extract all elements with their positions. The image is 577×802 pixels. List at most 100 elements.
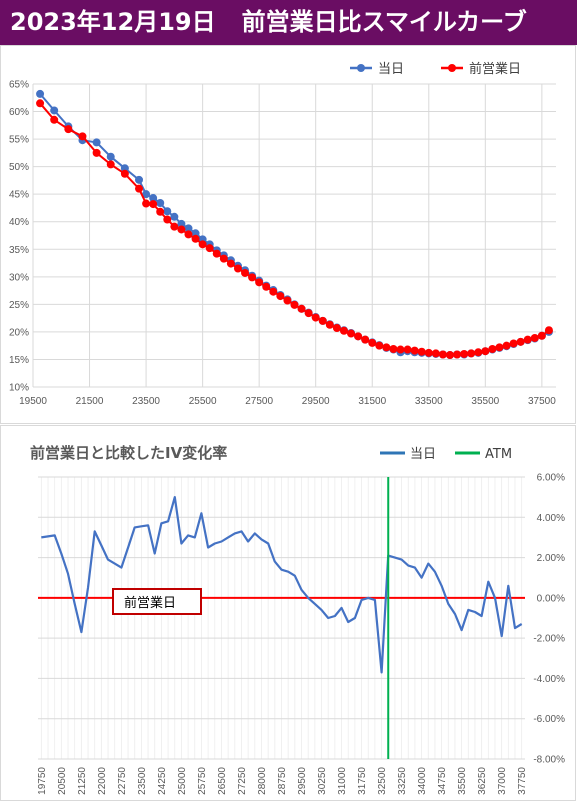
chart2-x-tick-label: 28750 <box>277 767 288 795</box>
annotation-label: 前営業日 <box>124 595 176 611</box>
chart1-x-tick-label: 33500 <box>415 396 443 407</box>
data-point-prev <box>78 132 87 141</box>
chart1-x-tick-label: 35500 <box>471 396 499 407</box>
chart2-x-axis: 19750 20500 21250 22000 22750 23500 24250 25000… <box>37 767 528 795</box>
data-point-today <box>92 138 101 147</box>
data-point-prev <box>191 234 200 243</box>
chart2-y-tick-label: 0.00% <box>537 593 565 604</box>
data-point-prev <box>92 148 101 157</box>
data-point-prev <box>382 343 391 352</box>
chart2-y-tick-label: 4.00% <box>537 513 565 524</box>
smile-curve-chart: 10% 15% 20% 25% 30% 35% 40% 45% 50% 55% 60% 65% 195… <box>0 45 576 424</box>
chart2-x-tick-label: 32500 <box>377 767 388 795</box>
data-point-prev <box>297 304 306 313</box>
data-point-prev <box>156 207 165 216</box>
chart1-x-tick-label: 19500 <box>19 396 47 407</box>
data-point-prev <box>403 345 412 354</box>
data-point-prev <box>205 244 214 253</box>
chart2-x-tick-label: 25750 <box>197 767 208 795</box>
chart1-y-tick-label: 45% <box>9 190 29 201</box>
chart2-title: 前営業日と比較したIV変化率 <box>30 444 227 462</box>
data-point-prev <box>467 349 476 358</box>
data-point-today <box>163 207 172 216</box>
chart2-x-tick-label: 19750 <box>37 767 48 795</box>
data-point-prev <box>438 350 447 359</box>
data-point-today <box>177 219 186 228</box>
legend-today-marker <box>357 64 365 72</box>
data-point-today <box>170 212 179 221</box>
chart1-legend: 当日 前営業日 <box>350 61 521 77</box>
data-point-prev <box>523 335 532 344</box>
chart2-x-tick-label: 27250 <box>237 767 248 795</box>
data-point-prev <box>453 350 462 359</box>
data-point-today <box>184 224 193 233</box>
data-point-prev <box>233 264 242 273</box>
chart1-border <box>0 45 576 424</box>
data-point-prev <box>431 349 440 358</box>
data-point-prev <box>241 268 250 277</box>
data-point-prev <box>544 326 553 335</box>
data-point-prev <box>445 351 454 360</box>
data-point-prev <box>354 332 363 341</box>
chart2-x-tick-label: 36250 <box>477 767 488 795</box>
data-point-prev <box>36 99 45 108</box>
data-point-today <box>120 164 129 173</box>
chart1-y-tick-label: 25% <box>9 300 29 311</box>
title-text: 前営業日比スマイルカーブ <box>241 8 527 36</box>
data-point-today <box>50 106 59 115</box>
chart1-x-tick-label: 27500 <box>245 396 273 407</box>
chart1-y-tick-label: 60% <box>9 107 29 118</box>
chart2-y-tick-label: 2.00% <box>537 553 565 564</box>
data-point-prev <box>516 337 525 346</box>
data-point-prev <box>318 316 327 325</box>
data-point-prev <box>290 300 299 309</box>
chart2-y-tick-label: -4.00% <box>533 674 565 685</box>
data-point-prev <box>325 320 334 329</box>
iv-change-chart: 前営業日と比較したIV変化率 当日 ATM 6.00% 4.00% 2.00% 0.0… <box>0 425 576 801</box>
data-point-prev <box>396 345 405 354</box>
data-point-prev <box>283 296 292 305</box>
chart2-x-tick-label: 22000 <box>97 767 108 795</box>
legend-today-label: 当日 <box>378 62 404 77</box>
data-point-prev <box>502 341 511 350</box>
data-point-prev <box>347 329 356 338</box>
chart2-x-tick-label: 23500 <box>137 767 148 795</box>
legend-prev-label: 前営業日 <box>469 61 521 77</box>
data-point-prev <box>269 287 278 296</box>
chart1-y-tick-label: 65% <box>9 80 29 91</box>
chart2-y-tick-label: -6.00% <box>533 714 565 725</box>
chart1-y-tick-label: 50% <box>9 162 29 173</box>
chart2-x-tick-label: 28000 <box>257 767 268 795</box>
data-point-prev <box>488 344 497 353</box>
data-point-today <box>156 198 165 207</box>
chart2-x-tick-label: 29500 <box>297 767 308 795</box>
data-point-today <box>36 89 45 98</box>
data-point-prev <box>339 326 348 335</box>
data-point-prev <box>170 222 179 231</box>
data-point-prev <box>537 331 546 340</box>
data-point-prev <box>120 169 129 178</box>
data-point-prev <box>304 309 313 318</box>
chart2-x-tick-label: 30250 <box>317 767 328 795</box>
data-point-prev <box>460 349 469 358</box>
data-point-prev <box>375 341 384 350</box>
iv-change-line <box>41 495 523 674</box>
data-point-prev <box>417 347 426 356</box>
data-point-prev <box>361 335 370 344</box>
chart2-x-tick-label: 26500 <box>217 767 228 795</box>
chart1-y-tick-label: 30% <box>9 272 29 283</box>
data-point-prev <box>64 125 73 134</box>
data-point-prev <box>163 215 172 224</box>
chart1-y-tick-label: 40% <box>9 217 29 228</box>
chart2-x-tick-label: 34000 <box>417 767 428 795</box>
chart2-x-tick-label: 31750 <box>357 767 368 795</box>
data-point-prev <box>262 282 271 291</box>
legend-prev-marker <box>448 64 456 72</box>
chart1-y-axis: 10% 15% 20% 25% 30% 35% 40% 45% 50% 55% 60% 65% <box>9 80 29 394</box>
chart1-x-tick-label: 29500 <box>302 396 330 407</box>
data-point-today <box>135 175 144 184</box>
data-point-prev <box>368 338 377 347</box>
data-point-prev <box>410 346 419 355</box>
chart2-x-tick-label: 31000 <box>337 767 348 795</box>
legend-iv-label: 当日 <box>410 447 436 462</box>
